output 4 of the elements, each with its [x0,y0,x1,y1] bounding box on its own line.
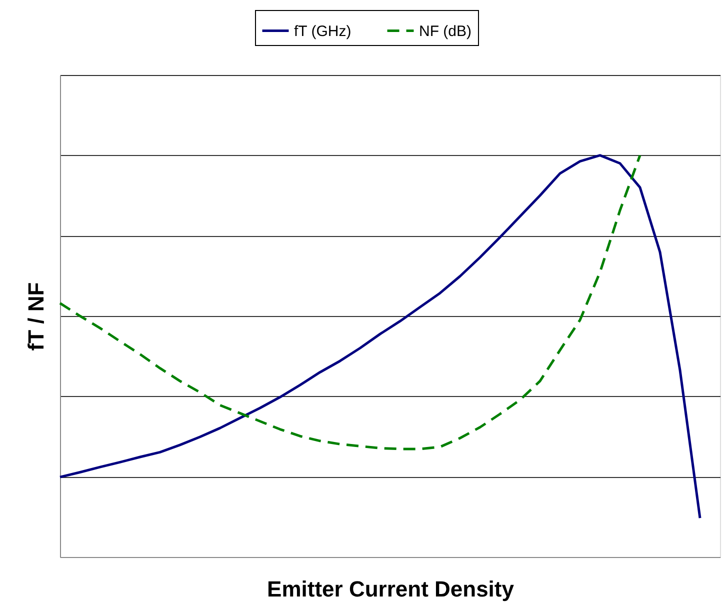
legend-label: fT (GHz) [294,22,352,40]
y-axis-title: fT / NF [24,282,48,351]
x-axis-title: Emitter Current Density [267,576,515,602]
legend-label: NF (dB) [419,22,472,40]
